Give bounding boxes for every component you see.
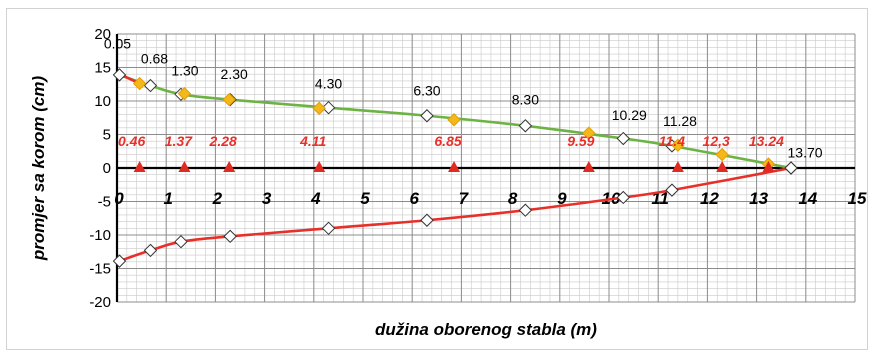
length-label: 11.28 <box>663 113 697 129</box>
x-tick-label: 3 <box>262 189 272 208</box>
segment-point <box>312 101 326 116</box>
y-tick-label: 15 <box>94 60 111 77</box>
position-marker <box>313 161 326 172</box>
x-tick-label: 6 <box>409 189 419 208</box>
measure-point-bottom <box>112 254 127 268</box>
length-label: 10.29 <box>612 107 647 123</box>
length-label: 8.30 <box>512 91 539 107</box>
measure-point-top <box>518 119 533 133</box>
position-marker <box>582 161 595 172</box>
x-tick-label: 1 <box>163 189 172 208</box>
y-tick-label: 0 <box>103 160 111 177</box>
position-label: 13.24 <box>749 133 784 149</box>
y-tick-label: -10 <box>89 227 111 244</box>
measure-point-top <box>616 131 630 146</box>
x-tick-label: 13 <box>749 189 768 208</box>
y-tick-label: -5 <box>98 194 111 211</box>
x-tick-label: 4 <box>310 189 321 208</box>
position-marker <box>762 161 775 172</box>
measure-point-top <box>321 100 336 115</box>
length-label: 4.30 <box>315 75 342 91</box>
position-label: 2.28 <box>209 133 237 149</box>
x-tick-label: 14 <box>798 189 817 208</box>
measure-point-bottom <box>321 221 336 236</box>
position-label: 0.46 <box>118 133 145 149</box>
measure-point-bottom <box>223 229 237 244</box>
position-label: 6.85 <box>434 133 461 149</box>
measure-point-top <box>112 68 127 82</box>
segment-point <box>132 76 147 91</box>
x-tick-label: 0 <box>114 189 124 208</box>
position-marker <box>716 161 729 172</box>
y-tick-label: 5 <box>103 127 111 144</box>
x-tick-label: 8 <box>508 189 518 208</box>
measure-point-bottom <box>420 213 434 227</box>
measure-point-bottom <box>143 243 158 258</box>
length-label: 0.05 <box>104 36 131 52</box>
position-marker <box>448 161 461 172</box>
y-tick-label: -20 <box>89 294 111 311</box>
measure-point-bottom <box>665 183 679 197</box>
segment-point <box>447 113 461 127</box>
measure-point-bottom <box>616 190 630 205</box>
y-tick-label: 20 <box>94 26 111 43</box>
position-label: 11.4 <box>659 133 685 149</box>
segment-point <box>222 92 236 107</box>
x-tick-label: 7 <box>459 189 470 208</box>
position-label: 1.37 <box>165 133 193 149</box>
position-marker <box>223 161 236 172</box>
y-tick-label: 10 <box>94 93 111 110</box>
measure-point-bottom <box>518 203 533 217</box>
segment-point <box>671 138 685 152</box>
y-tick-label: -15 <box>89 261 111 278</box>
position-label: 4.11 <box>299 133 326 149</box>
x-tick-label: 5 <box>360 189 370 208</box>
position-label: 12,3 <box>703 133 730 149</box>
position-marker <box>178 161 191 172</box>
measure-point-bottom <box>174 234 188 249</box>
length-label: 13.70 <box>788 144 823 160</box>
measure-point-top <box>420 109 434 123</box>
length-label: 1.30 <box>171 63 198 79</box>
segment-point <box>582 126 596 140</box>
y-axis-title: promjer sa korom (cm) <box>29 76 48 262</box>
x-tick-label: 9 <box>557 189 567 208</box>
measure-point-bottom <box>784 161 798 175</box>
x-axis-title: dužina oborenog stabla (m) <box>375 320 597 339</box>
length-label: 0.68 <box>141 50 168 66</box>
measure-point-top <box>143 78 158 93</box>
length-label: 6.30 <box>413 83 440 99</box>
position-label: 9.59 <box>567 133 594 149</box>
x-tick-label: 12 <box>700 189 719 208</box>
position-marker <box>671 161 684 172</box>
x-tick-label: 2 <box>212 189 223 208</box>
segment-point <box>177 86 192 101</box>
length-label: 2.30 <box>221 66 248 82</box>
position-marker <box>133 161 146 172</box>
x-tick-label: 15 <box>848 189 867 208</box>
segment-point <box>715 147 729 162</box>
